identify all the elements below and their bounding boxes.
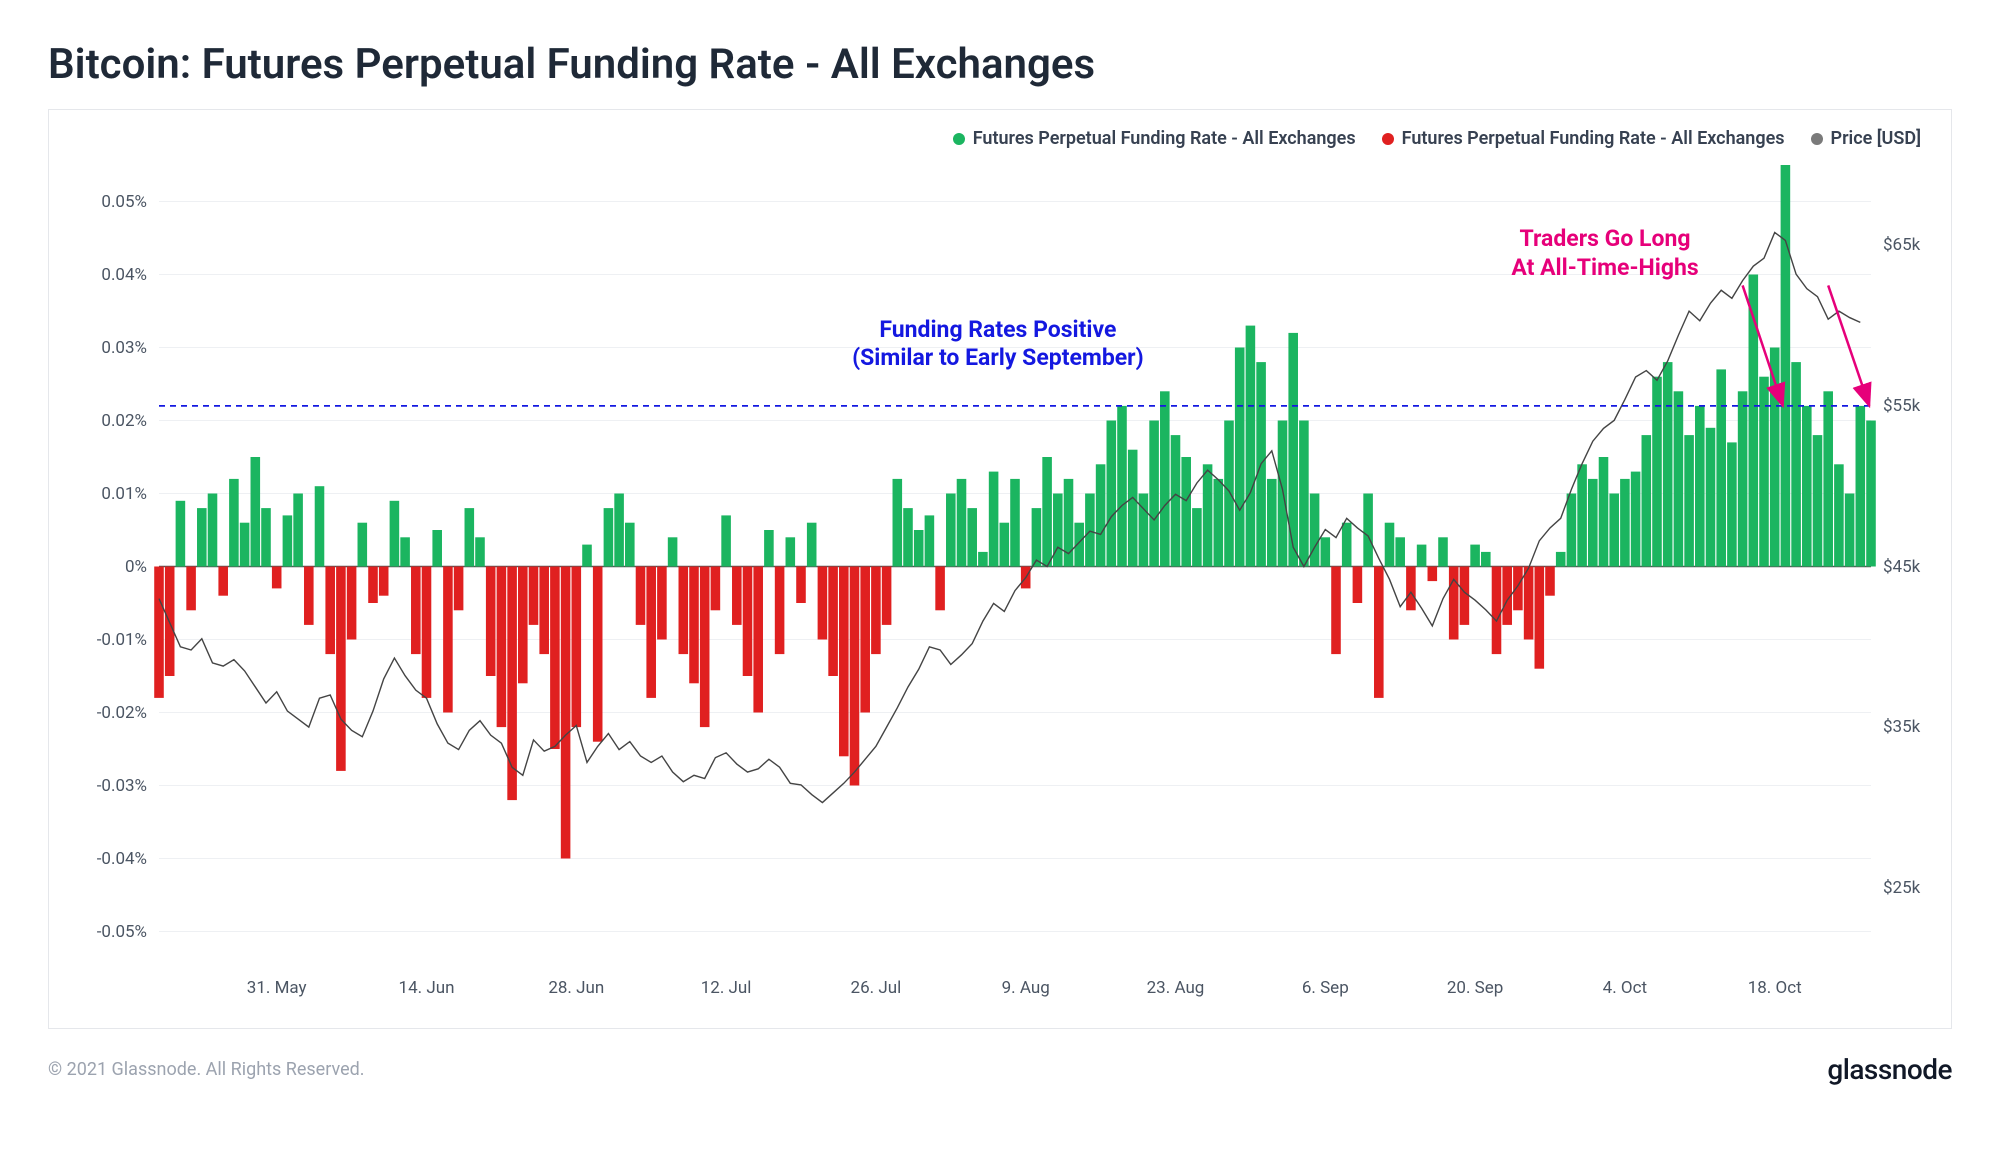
y-right-tick-label: $55k xyxy=(1871,396,1920,416)
brand-logo: glassnode xyxy=(1827,1053,1952,1086)
y-left-tick-label: 0.02% xyxy=(101,411,159,431)
y-left-tick-label: 0.01% xyxy=(101,484,159,504)
y-right-tick-label: $65k xyxy=(1871,235,1920,255)
legend-dot-price xyxy=(1811,133,1823,145)
y-left-tick-label: -0.04% xyxy=(97,849,159,869)
legend: Futures Perpetual Funding Rate - All Exc… xyxy=(953,128,1921,149)
x-tick-label: 31. May xyxy=(247,968,307,998)
chart-title: Bitcoin: Futures Perpetual Funding Rate … xyxy=(48,40,1952,89)
footer: © 2021 Glassnode. All Rights Reserved. g… xyxy=(48,1053,1952,1086)
x-tick-label: 23. Aug xyxy=(1147,968,1205,998)
y-right-tick-label: $25k xyxy=(1871,878,1920,898)
y-right-tick-label: $45k xyxy=(1871,557,1920,577)
legend-item-negative: Futures Perpetual Funding Rate - All Exc… xyxy=(1382,128,1785,149)
x-tick-label: 28. Jun xyxy=(548,968,604,998)
x-tick-label: 26. Jul xyxy=(851,968,902,998)
annotation-funding-positive: Funding Rates Positive(Similar to Early … xyxy=(852,316,1144,374)
x-tick-label: 9. Aug xyxy=(1002,968,1050,998)
x-tick-label: 14. Jun xyxy=(399,968,455,998)
legend-label-positive: Futures Perpetual Funding Rate - All Exc… xyxy=(973,128,1356,149)
x-tick-label: 18. Oct xyxy=(1748,968,1802,998)
y-left-tick-label: 0% xyxy=(125,557,159,577)
legend-dot-positive xyxy=(953,133,965,145)
plot-area: 0.05%0.04%0.03%0.02%0.01%0%-0.01%-0.02%-… xyxy=(159,165,1871,968)
y-left-tick-label: 0.03% xyxy=(101,338,159,358)
y-left-tick-label: 0.05% xyxy=(101,192,159,212)
legend-item-price: Price [USD] xyxy=(1811,128,1921,149)
y-left-tick-label: -0.01% xyxy=(97,630,159,650)
x-tick-label: 4. Oct xyxy=(1603,968,1647,998)
legend-dot-negative xyxy=(1382,133,1394,145)
annotation-traders-long: Traders Go LongAt All-Time-Highs xyxy=(1511,225,1698,283)
y-left-tick-label: -0.03% xyxy=(97,776,159,796)
y-left-tick-label: -0.02% xyxy=(97,703,159,723)
x-tick-label: 6. Sep xyxy=(1302,968,1349,998)
y-left-tick-label: -0.05% xyxy=(97,922,159,942)
x-tick-label: 12. Jul xyxy=(701,968,752,998)
legend-label-price: Price [USD] xyxy=(1831,128,1921,149)
legend-label-negative: Futures Perpetual Funding Rate - All Exc… xyxy=(1402,128,1785,149)
chart-frame: Futures Perpetual Funding Rate - All Exc… xyxy=(48,109,1952,1029)
x-tick-label: 20. Sep xyxy=(1447,968,1503,998)
copyright: © 2021 Glassnode. All Rights Reserved. xyxy=(48,1059,365,1080)
y-right-tick-label: $35k xyxy=(1871,717,1920,737)
y-left-tick-label: 0.04% xyxy=(101,265,159,285)
legend-item-positive: Futures Perpetual Funding Rate - All Exc… xyxy=(953,128,1356,149)
